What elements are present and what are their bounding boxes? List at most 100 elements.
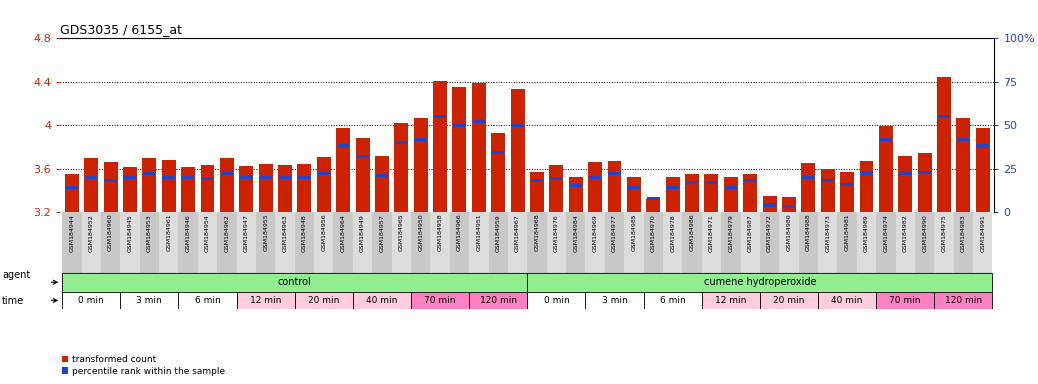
Bar	[856, 212, 876, 273]
Text: GSM184955: GSM184955	[264, 214, 268, 252]
Bar	[469, 292, 527, 309]
Bar	[256, 212, 275, 273]
Bar	[608, 172, 621, 175]
Bar	[84, 158, 99, 212]
Bar	[411, 292, 469, 309]
Text: GSM184950: GSM184950	[418, 214, 424, 252]
Text: GSM184982: GSM184982	[903, 214, 908, 252]
Bar	[143, 172, 156, 175]
Text: GSM184981: GSM184981	[845, 214, 849, 252]
Bar	[337, 144, 350, 147]
Bar	[472, 120, 485, 123]
Text: GSM184956: GSM184956	[322, 214, 326, 252]
Text: GSM184949: GSM184949	[360, 214, 365, 252]
Text: GSM184966: GSM184966	[457, 214, 462, 252]
Text: GSM184980: GSM184980	[787, 214, 791, 252]
Bar	[802, 176, 815, 179]
Bar	[569, 177, 582, 212]
Text: GSM184977: GSM184977	[612, 214, 617, 252]
Text: GSM184968: GSM184968	[535, 214, 540, 252]
Bar	[976, 128, 990, 212]
Bar	[570, 184, 582, 187]
Text: GSM184952: GSM184952	[88, 214, 93, 252]
Bar	[472, 83, 486, 212]
Text: GSM184965: GSM184965	[399, 214, 404, 252]
Bar	[492, 151, 504, 154]
Bar	[356, 155, 368, 158]
Bar	[530, 172, 544, 212]
Bar	[705, 174, 718, 212]
Bar	[240, 176, 252, 179]
Bar	[914, 212, 934, 273]
Bar	[549, 165, 564, 212]
Text: 70 min: 70 min	[890, 296, 921, 305]
Text: GSM184969: GSM184969	[593, 214, 598, 252]
Bar	[260, 176, 272, 179]
Bar	[140, 212, 159, 273]
Bar	[120, 292, 179, 309]
Bar	[275, 212, 295, 273]
Bar	[918, 153, 932, 212]
Legend: transformed count, percentile rank within the sample: transformed count, percentile rank withi…	[61, 355, 224, 376]
Text: GSM184985: GSM184985	[631, 214, 636, 252]
Text: GSM184959: GSM184959	[496, 214, 500, 252]
Bar	[818, 212, 838, 273]
Bar	[937, 78, 951, 212]
Bar	[818, 292, 876, 309]
Bar	[547, 212, 566, 273]
Bar	[395, 141, 408, 144]
Bar	[627, 177, 640, 212]
Bar	[298, 176, 310, 179]
Text: GSM184945: GSM184945	[128, 214, 133, 252]
Bar	[876, 292, 934, 309]
Bar	[62, 273, 527, 292]
Bar	[318, 172, 330, 175]
Bar	[64, 174, 79, 212]
Bar	[315, 212, 333, 273]
Text: GSM184979: GSM184979	[729, 214, 733, 252]
Bar	[647, 197, 659, 200]
Bar	[585, 292, 644, 309]
Text: agent: agent	[2, 270, 30, 280]
Text: time: time	[2, 296, 24, 306]
Text: GSM184973: GSM184973	[825, 214, 830, 252]
Bar	[589, 176, 601, 179]
Bar	[589, 162, 602, 212]
Bar	[453, 87, 466, 212]
Bar	[841, 183, 853, 186]
Bar	[333, 212, 353, 273]
Text: GSM184954: GSM184954	[206, 214, 210, 252]
Text: GSM184953: GSM184953	[146, 214, 152, 252]
Bar	[663, 212, 682, 273]
Bar	[725, 186, 737, 189]
Text: GSM184948: GSM184948	[302, 214, 307, 252]
Bar	[760, 212, 780, 273]
Bar	[373, 212, 391, 273]
Text: 70 min: 70 min	[425, 296, 456, 305]
Text: 40 min: 40 min	[366, 296, 398, 305]
Text: GSM184983: GSM184983	[961, 214, 966, 252]
Bar	[391, 212, 411, 273]
Bar	[179, 292, 237, 309]
Bar	[375, 156, 389, 212]
Bar	[65, 186, 78, 189]
Text: GSM184960: GSM184960	[108, 214, 113, 252]
Bar	[896, 212, 914, 273]
Bar	[198, 212, 217, 273]
Bar	[237, 212, 256, 273]
Text: GSM184964: GSM184964	[340, 214, 346, 252]
Bar	[530, 179, 543, 182]
Bar	[469, 212, 489, 273]
Bar	[414, 118, 428, 212]
Text: 20 min: 20 min	[773, 296, 804, 305]
Bar	[489, 212, 508, 273]
Text: GSM184970: GSM184970	[651, 214, 656, 252]
Bar	[295, 212, 315, 273]
Bar	[861, 172, 873, 175]
Bar	[527, 292, 585, 309]
Bar	[508, 212, 527, 273]
Bar	[744, 179, 757, 182]
Bar	[101, 212, 120, 273]
Text: GSM184958: GSM184958	[438, 214, 442, 252]
Text: GSM184988: GSM184988	[805, 214, 811, 252]
